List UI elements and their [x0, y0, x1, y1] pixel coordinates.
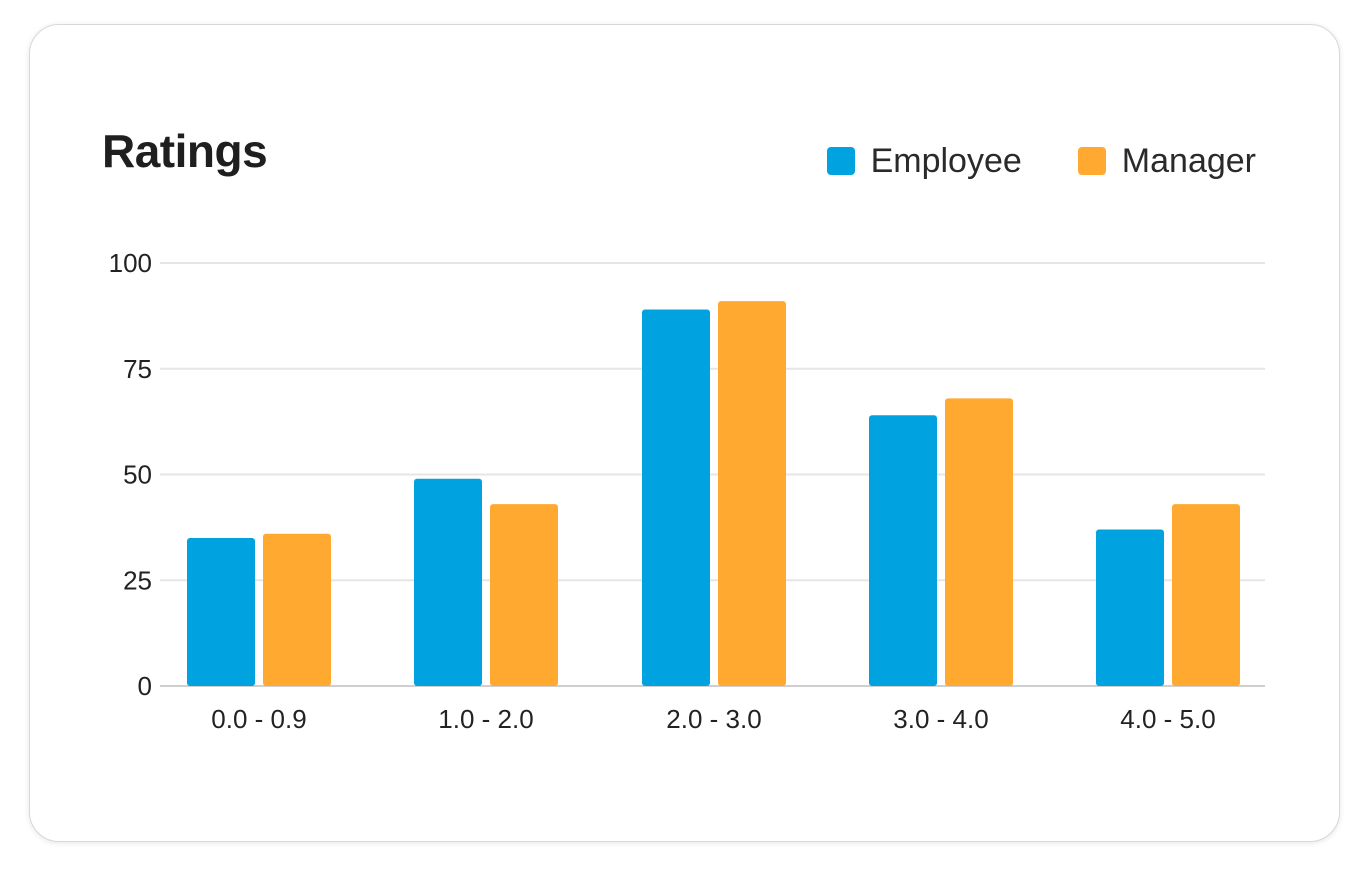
bar-employee-4[interactable] — [1096, 529, 1164, 686]
x-tick-label: 2.0 - 3.0 — [666, 704, 761, 734]
bar-manager-2[interactable] — [718, 301, 786, 686]
bar-manager-4[interactable] — [1172, 504, 1240, 686]
x-tick-label: 0.0 - 0.9 — [211, 704, 306, 734]
legend-item-employee[interactable]: Employee — [826, 142, 1022, 180]
bar-employee-0[interactable] — [187, 537, 255, 686]
bar-manager-3[interactable] — [945, 398, 1013, 686]
chart-title: Ratings — [102, 125, 268, 177]
legend-label-manager: Manager — [1121, 142, 1256, 180]
bar-employee-3[interactable] — [869, 415, 937, 686]
y-tick-label: 0 — [138, 671, 152, 701]
legend-swatch-employee — [826, 147, 855, 175]
legend-swatch-manager — [1077, 147, 1106, 175]
y-tick-label: 75 — [123, 354, 152, 384]
bar-employee-2[interactable] — [642, 309, 710, 686]
bar-manager-0[interactable] — [263, 533, 331, 686]
legend-label-employee: Employee — [870, 142, 1022, 180]
bar-employee-1[interactable] — [414, 478, 482, 686]
chart-legend: Employee Manager — [826, 142, 1256, 180]
x-tick-label: 1.0 - 2.0 — [438, 704, 533, 734]
y-tick-label: 100 — [109, 248, 152, 278]
bar-manager-1[interactable] — [490, 504, 558, 686]
y-tick-label: 25 — [123, 565, 152, 595]
x-tick-label: 3.0 - 4.0 — [893, 704, 988, 734]
legend-item-manager[interactable]: Manager — [1077, 142, 1256, 180]
y-tick-label: 50 — [123, 460, 152, 490]
x-tick-label: 4.0 - 5.0 — [1120, 704, 1215, 734]
